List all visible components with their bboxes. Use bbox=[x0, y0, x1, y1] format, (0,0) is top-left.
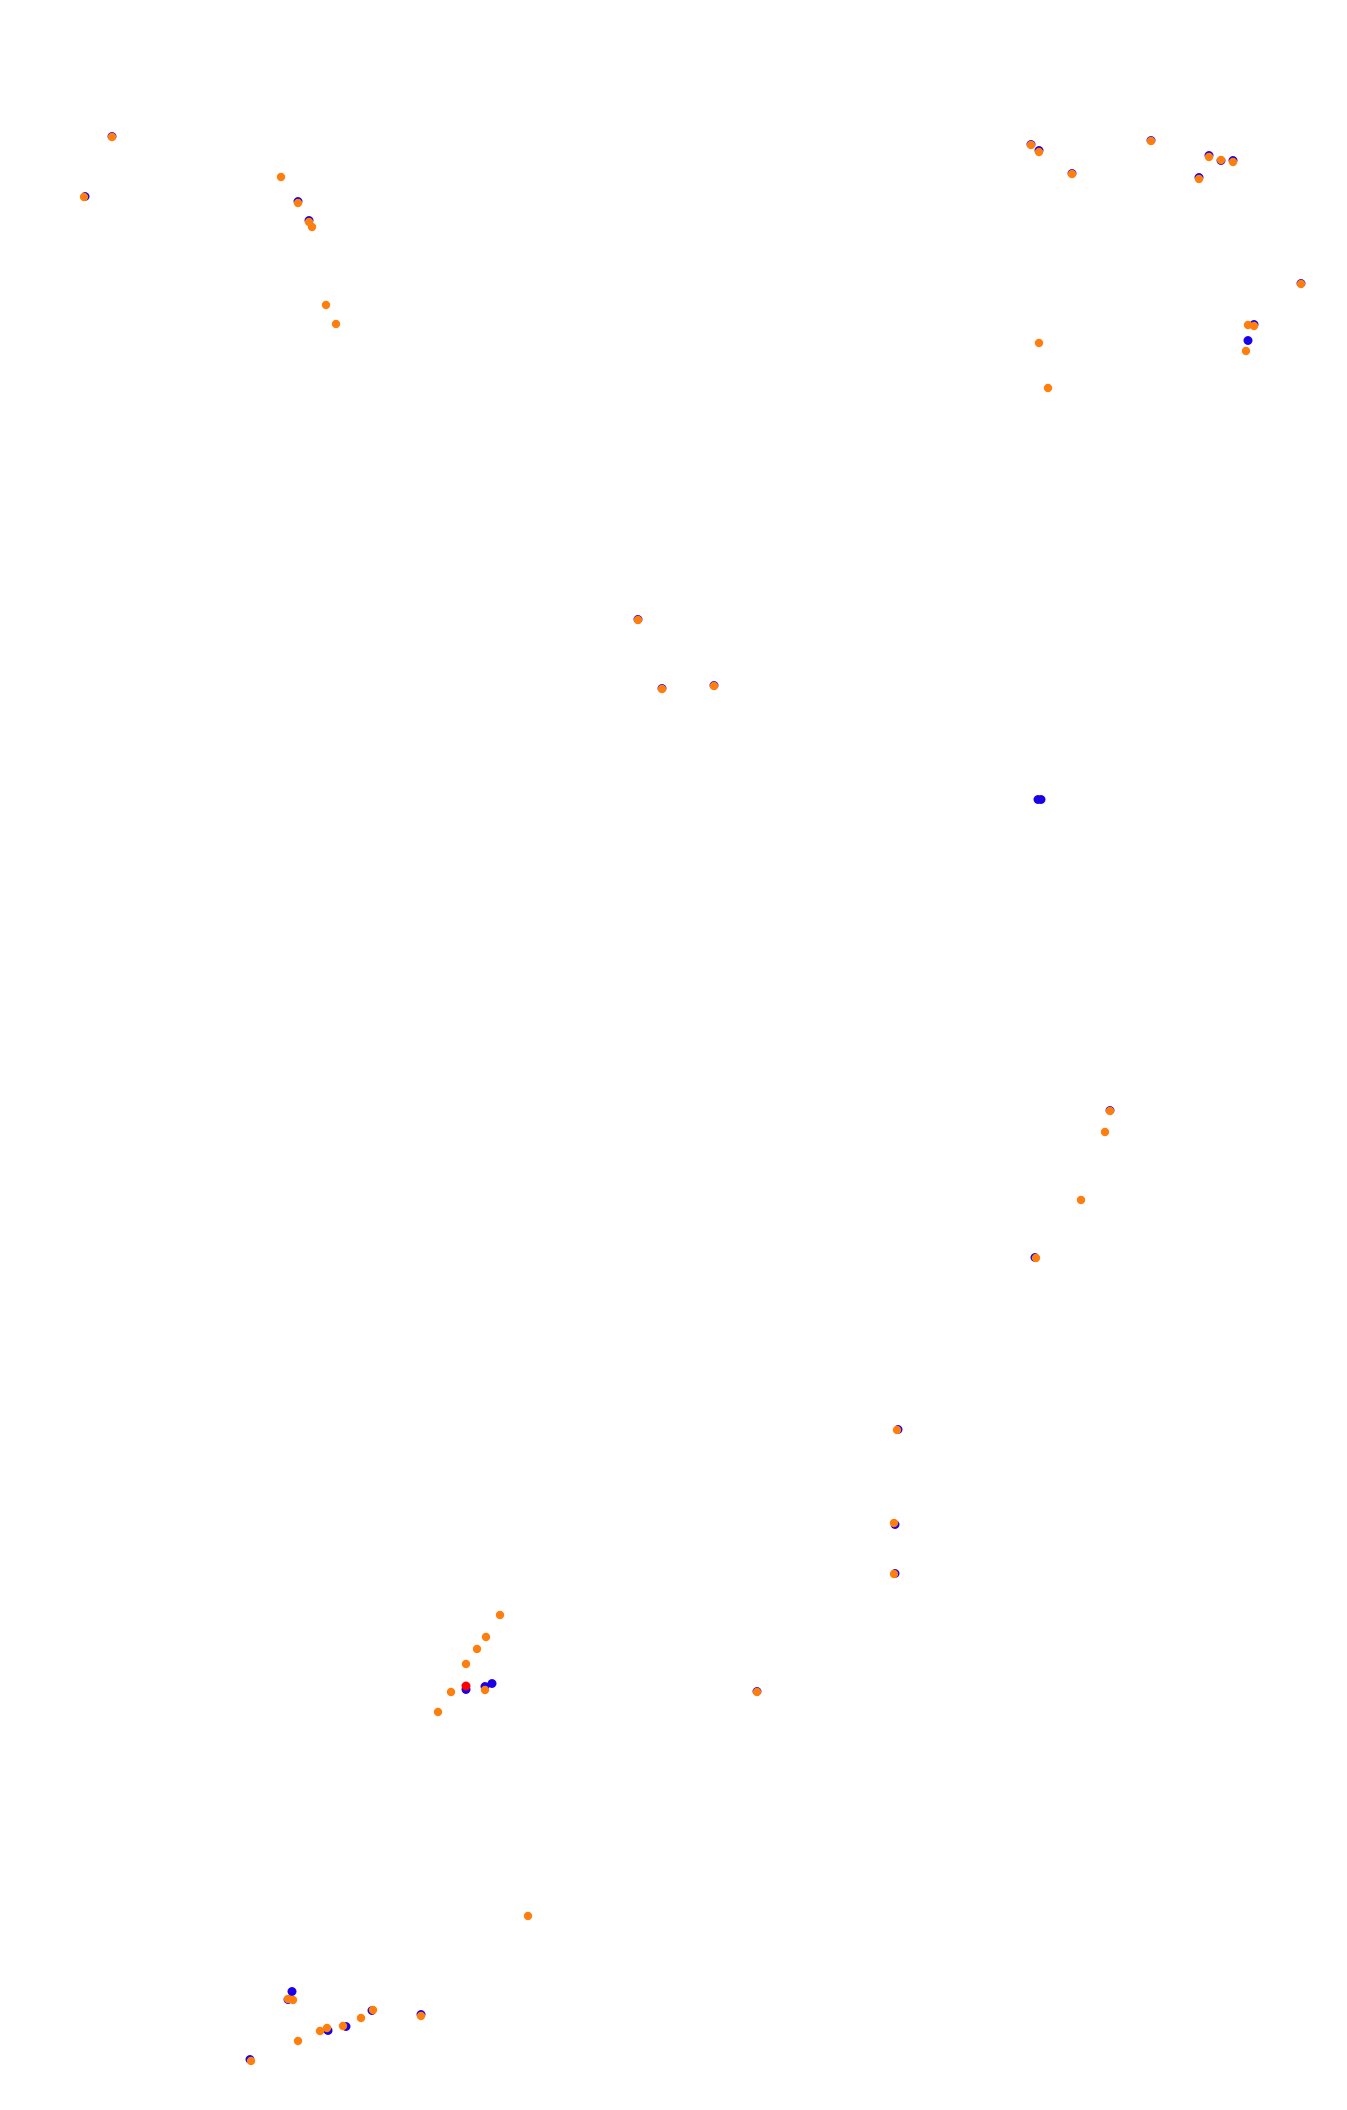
overlay-point-34 bbox=[304, 217, 314, 227]
underlay-series-layer bbox=[80, 132, 1306, 2064]
underlay-point-1 bbox=[287, 1987, 297, 1996]
overlay-point-45 bbox=[1034, 147, 1044, 157]
overlay-point-27 bbox=[709, 681, 719, 691]
overlay-point-3 bbox=[322, 2023, 332, 2033]
overlay-point-21 bbox=[892, 1425, 902, 1435]
overlay-point-30 bbox=[107, 132, 117, 142]
overlay-point-12 bbox=[446, 1687, 456, 1697]
overlay-point-17 bbox=[495, 1610, 505, 1620]
overlay-point-39 bbox=[1241, 346, 1251, 356]
overlay-point-19 bbox=[889, 1569, 899, 1579]
overlay-series-layer bbox=[79, 132, 1306, 2066]
overlay-point-42 bbox=[1296, 279, 1306, 289]
overlay-point-23 bbox=[1076, 1195, 1086, 1205]
overlay-point-4 bbox=[338, 2021, 348, 2031]
overlay-point-28 bbox=[633, 615, 643, 625]
overlay-point-37 bbox=[1043, 383, 1053, 393]
overlay-point-10 bbox=[523, 1911, 533, 1921]
overlay-point-44 bbox=[1026, 140, 1036, 150]
overlay-point-25 bbox=[1105, 1106, 1115, 1116]
overlay-point-18 bbox=[752, 1687, 762, 1697]
overlay-point-49 bbox=[1228, 157, 1238, 167]
overlay-point-5 bbox=[356, 2013, 366, 2023]
underlay-point-25 bbox=[1243, 336, 1253, 345]
overlay-point-22 bbox=[1031, 1253, 1041, 1263]
overlay-point-11 bbox=[433, 1707, 443, 1717]
overlay-point-47 bbox=[1204, 152, 1214, 162]
overlay-point-46 bbox=[1194, 174, 1204, 184]
overlay-point-1 bbox=[293, 2036, 303, 2046]
highlight-point-0 bbox=[461, 1681, 471, 1691]
highlight-series-layer bbox=[461, 1681, 471, 1691]
overlay-point-13 bbox=[480, 1685, 490, 1695]
overlay-point-26 bbox=[657, 684, 667, 694]
underlay-point-8 bbox=[487, 1679, 497, 1688]
overlay-point-35 bbox=[293, 198, 303, 208]
overlay-point-31 bbox=[331, 319, 341, 329]
overlay-point-43 bbox=[1067, 169, 1077, 179]
overlay-point-2 bbox=[315, 2026, 325, 2036]
overlay-point-14 bbox=[461, 1659, 471, 1669]
overlay-point-48 bbox=[1216, 155, 1226, 165]
overlay-point-20 bbox=[889, 1518, 899, 1528]
overlay-point-24 bbox=[1100, 1127, 1110, 1137]
overlay-point-50 bbox=[1146, 136, 1156, 146]
overlay-point-6 bbox=[368, 2005, 378, 2015]
overlay-point-16 bbox=[481, 1632, 491, 1642]
overlay-point-0 bbox=[246, 2056, 256, 2066]
overlay-point-7 bbox=[416, 2011, 426, 2021]
overlay-point-29 bbox=[79, 192, 89, 202]
overlay-point-41 bbox=[1249, 321, 1259, 331]
overlay-point-9 bbox=[288, 1995, 298, 2005]
underlay-point-24 bbox=[1033, 795, 1043, 804]
overlay-point-15 bbox=[472, 1644, 482, 1654]
overlay-point-36 bbox=[276, 172, 286, 182]
overlay-point-32 bbox=[321, 300, 331, 310]
overlay-point-38 bbox=[1034, 338, 1044, 348]
